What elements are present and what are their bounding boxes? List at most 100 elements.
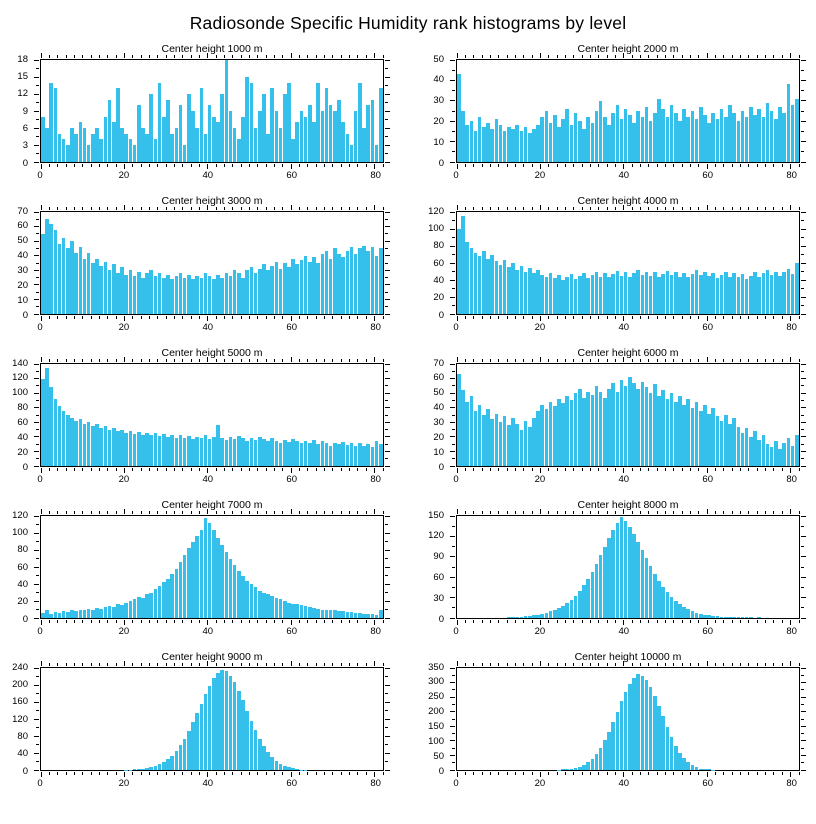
histogram-bar bbox=[794, 435, 799, 466]
axis-tick bbox=[385, 684, 390, 686]
axis-tick bbox=[681, 55, 683, 58]
axis-tick bbox=[706, 316, 708, 321]
histogram-bar bbox=[686, 762, 691, 770]
histogram-bar bbox=[333, 111, 337, 162]
axis-tick bbox=[90, 316, 92, 319]
histogram-bar bbox=[170, 434, 174, 466]
axis-tick bbox=[115, 55, 117, 58]
histogram-bar bbox=[195, 128, 199, 162]
axis-tick bbox=[514, 55, 516, 58]
histogram-bar bbox=[337, 611, 341, 618]
x-axis-tick-label: 40 bbox=[618, 170, 630, 181]
histogram-bar bbox=[778, 275, 782, 314]
axis-tick bbox=[564, 772, 566, 775]
histogram-bars bbox=[41, 364, 383, 466]
y-axis-tick-label: 50 bbox=[433, 53, 444, 65]
axis-tick bbox=[756, 663, 758, 666]
histogram-bar bbox=[299, 260, 304, 314]
axis-tick bbox=[385, 566, 390, 568]
y-axis-tick-label: 30 bbox=[433, 95, 444, 107]
histogram-bar bbox=[253, 587, 258, 618]
axis-tick bbox=[452, 747, 455, 749]
axis-tick bbox=[34, 701, 39, 703]
plot-area: 0 40 80 120 160 200 240 bbox=[12, 661, 390, 777]
histogram-bar bbox=[761, 117, 766, 162]
y-axis-tick-label: 20 bbox=[17, 446, 28, 458]
axis-tick bbox=[581, 359, 583, 362]
histogram-bar bbox=[669, 596, 674, 618]
axis-tick bbox=[740, 359, 742, 362]
histogram-bar bbox=[582, 764, 586, 770]
y-axis-labels: 0 10 20 30 40 50 60 70 bbox=[418, 358, 454, 472]
axis-tick bbox=[34, 667, 39, 669]
axis-tick bbox=[107, 772, 109, 775]
histogram-bar bbox=[274, 761, 279, 770]
axis-tick bbox=[801, 100, 806, 102]
histogram-bar bbox=[765, 269, 770, 314]
axis-tick bbox=[606, 55, 608, 58]
y-axis-labels: 0 3 6 9 12 15 18 bbox=[2, 54, 38, 168]
histogram-bar bbox=[241, 700, 245, 770]
axis-tick bbox=[107, 511, 109, 514]
histogram-bar bbox=[457, 229, 461, 314]
panel-title: Center height 4000 m bbox=[577, 195, 679, 207]
axis-tick bbox=[698, 468, 700, 471]
axis-tick bbox=[452, 674, 455, 676]
axis-tick bbox=[65, 663, 67, 666]
axis-tick bbox=[464, 620, 466, 623]
histogram-bar bbox=[166, 578, 170, 618]
axis-tick bbox=[801, 392, 806, 394]
histogram-bar bbox=[769, 111, 774, 162]
histogram-bar bbox=[145, 768, 149, 770]
histogram-bar bbox=[719, 274, 724, 314]
histogram-bar bbox=[532, 417, 536, 466]
axis-tick bbox=[690, 620, 692, 623]
axis-tick bbox=[773, 55, 775, 58]
histogram-bar bbox=[665, 117, 670, 162]
axis-tick bbox=[274, 663, 276, 666]
axis-tick bbox=[489, 359, 491, 362]
plot-area: 0 30 60 90 120 150 bbox=[428, 509, 806, 625]
axis-tick bbox=[34, 566, 39, 568]
axis-tick bbox=[801, 228, 806, 230]
histogram-bar bbox=[698, 613, 703, 618]
y-axis-tick-label: 20 bbox=[17, 279, 28, 291]
axis-tick bbox=[452, 151, 455, 153]
axis-tick bbox=[299, 468, 301, 471]
histogram-bar bbox=[78, 418, 83, 466]
histogram-bar bbox=[744, 117, 749, 162]
axis-tick bbox=[506, 468, 508, 471]
histogram-bar bbox=[719, 108, 724, 162]
axis-tick bbox=[450, 313, 455, 315]
axis-tick bbox=[452, 733, 455, 735]
axis-tick bbox=[299, 511, 301, 514]
axis-tick bbox=[450, 436, 455, 438]
histogram-bar bbox=[245, 77, 249, 162]
axis-tick bbox=[548, 620, 550, 623]
axis-tick bbox=[673, 620, 675, 623]
histogram-bar bbox=[632, 123, 636, 162]
histogram-bar bbox=[732, 417, 736, 466]
axis-tick bbox=[450, 515, 455, 517]
axis-tick bbox=[349, 359, 351, 362]
axis-tick bbox=[215, 468, 217, 471]
y-axis-tick-label: 300 bbox=[428, 676, 444, 688]
histogram-bar bbox=[170, 755, 174, 770]
histogram-bar bbox=[228, 111, 233, 162]
axis-tick bbox=[481, 663, 483, 666]
axis-tick bbox=[481, 316, 483, 319]
histogram-bar bbox=[157, 82, 162, 162]
axis-tick bbox=[523, 164, 525, 167]
histogram-bar bbox=[224, 551, 229, 618]
histogram-bar bbox=[532, 273, 536, 314]
axis-tick bbox=[324, 468, 326, 471]
axis-tick bbox=[165, 164, 167, 167]
x-axis-tick-label: 0 bbox=[37, 170, 43, 181]
histogram-bar bbox=[45, 219, 49, 314]
axis-tick bbox=[564, 55, 566, 58]
histogram-bar bbox=[278, 128, 283, 162]
histogram-bar bbox=[698, 768, 703, 770]
axis-tick bbox=[715, 207, 717, 210]
x-axis-tick-label: 60 bbox=[702, 626, 713, 637]
axis-tick bbox=[539, 164, 541, 169]
